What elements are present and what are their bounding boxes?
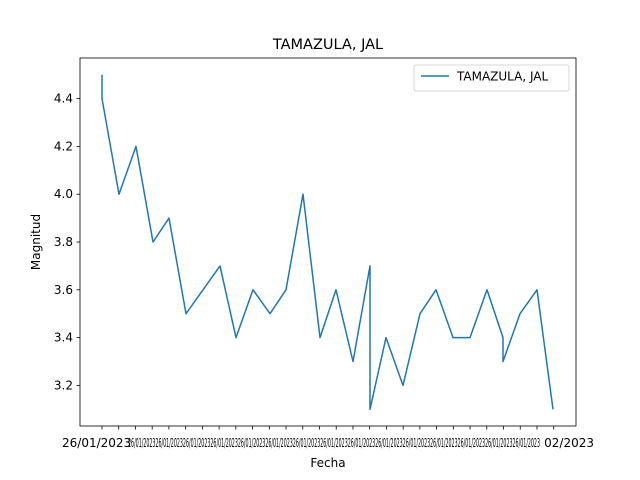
- data-point: [168, 217, 170, 219]
- data-point: [135, 145, 137, 147]
- data-point: [319, 337, 321, 339]
- x-tick-label-first: 26/01/2023: [62, 436, 131, 450]
- y-tick-label: 4.4: [54, 92, 73, 106]
- y-tick-label: 3.2: [54, 378, 73, 392]
- legend-label: TAMAZULA, JAL: [456, 70, 549, 84]
- data-point: [369, 265, 371, 267]
- axes-frame: [79, 57, 577, 427]
- data-point: [502, 361, 504, 363]
- legend-box: [413, 64, 570, 92]
- data-point: [486, 289, 488, 291]
- data-point: [552, 408, 554, 410]
- y-tick-label: 3.8: [54, 235, 73, 249]
- data-point: [202, 289, 204, 291]
- data-point: [502, 337, 504, 339]
- data-point: [235, 337, 237, 339]
- data-point: [335, 289, 337, 291]
- data-point: [101, 98, 103, 100]
- y-tick-label: 4.0: [54, 187, 73, 201]
- y-tick-label: 3.6: [54, 283, 73, 297]
- data-point: [152, 241, 154, 243]
- data-point: [352, 361, 354, 363]
- legend: TAMAZULA, JAL: [413, 64, 570, 92]
- x-axis-label: Fecha: [310, 456, 345, 470]
- data-point: [469, 337, 471, 339]
- plot-area: 3.2 3.4 3.6 3.8 4.0 4.2 4.4 26/01/2023 02/2023 26…: [54, 74, 594, 450]
- data-point: [185, 313, 187, 315]
- data-point: [419, 313, 421, 315]
- chart-title: TAMAZULA, JAL: [272, 37, 383, 53]
- data-point: [435, 289, 437, 291]
- series-line: [101, 74, 554, 411]
- x-tick-labels-overlapping: 26/01/202326/01/202326/01/202326/01/2023…: [128, 436, 540, 450]
- y-tick-label: 3.4: [54, 331, 73, 345]
- data-point: [101, 74, 103, 76]
- data-point: [385, 337, 387, 339]
- data-point: [285, 289, 287, 291]
- data-point: [519, 313, 521, 315]
- data-point: [252, 289, 254, 291]
- data-point: [219, 265, 221, 267]
- data-point: [269, 313, 271, 315]
- data-point: [402, 384, 404, 386]
- data-point: [536, 289, 538, 291]
- data-point: [369, 408, 371, 410]
- x-tick-label-last: 02/2023: [544, 436, 594, 450]
- data-point: [452, 337, 454, 339]
- y-tick-label: 4.2: [54, 139, 73, 153]
- y-axis-label: Magnitud: [29, 214, 43, 270]
- data-point: [302, 193, 304, 195]
- data-point: [118, 193, 120, 195]
